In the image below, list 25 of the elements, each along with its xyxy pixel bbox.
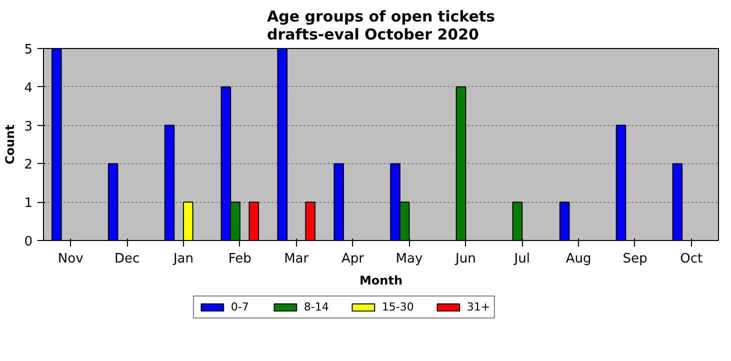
y-tick-label: 2: [24, 158, 33, 173]
chart-title: Age groups of open tickets drafts-eval October 2020: [267, 8, 496, 44]
y-tick-label: 1: [24, 196, 33, 212]
legend-label: 8-14: [304, 300, 329, 314]
legend-label: 15-30: [382, 300, 414, 314]
y-tick-label: 4: [24, 80, 33, 96]
x-tick-label: Aug: [566, 252, 592, 266]
x-tick-label: Feb: [228, 252, 252, 266]
x-tick-label: Apr: [342, 252, 365, 266]
y-tick-label: 3: [24, 119, 33, 134]
legend-label: 31+: [466, 300, 490, 314]
x-tick-label: Jun: [454, 252, 476, 266]
y-tick-label: 5: [24, 42, 33, 58]
y-axis-title: Count: [3, 124, 18, 164]
x-tick-label: Nov: [58, 252, 84, 266]
x-tick-label: Sep: [622, 252, 648, 266]
legend-label: 0-7: [230, 300, 250, 314]
x-tick-label: Oct: [680, 252, 703, 266]
y-tick-label: 0: [24, 234, 33, 250]
x-tick-label: Jul: [513, 252, 530, 266]
x-tick-label: Jan: [172, 252, 194, 266]
x-tick-label: Mar: [284, 252, 310, 266]
x-axis-title: Month: [359, 274, 403, 288]
x-tick-label: Dec: [114, 252, 140, 266]
x-tick-label: May: [396, 252, 423, 266]
